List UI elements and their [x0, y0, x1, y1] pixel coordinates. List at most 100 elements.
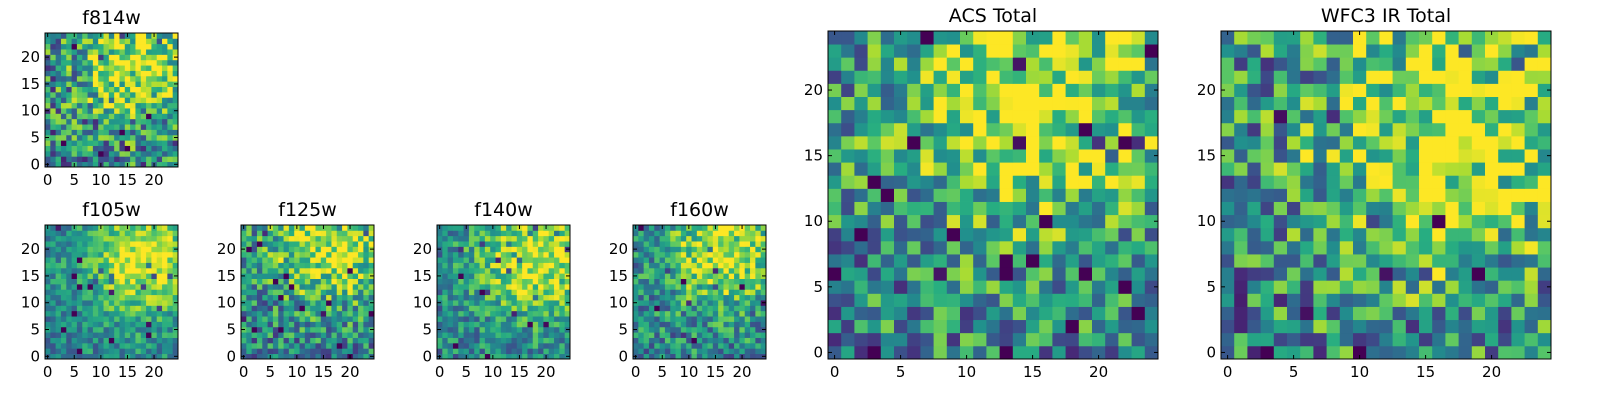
heatmap-cell: [1300, 345, 1314, 360]
heatmap-cell: [1379, 135, 1393, 150]
heatmap-cell: [92, 353, 99, 360]
heatmap-cell: [151, 289, 158, 296]
heatmap-cell: [66, 230, 72, 237]
heatmap-cell: [50, 332, 57, 338]
heatmap-cell: [246, 342, 253, 349]
heatmap-cell: [55, 283, 62, 290]
heatmap-cell: [712, 283, 719, 290]
heatmap-cell: [1131, 214, 1146, 229]
heatmap-cell: [452, 332, 459, 338]
heatmap-cell: [664, 235, 671, 242]
heatmap-cell: [1511, 240, 1525, 255]
heatmap-cell: [331, 289, 338, 296]
heatmap-cell: [760, 267, 767, 274]
x-tick-label: 5: [1289, 363, 1299, 381]
heatmap-cell: [828, 57, 842, 71]
heatmap-cell: [638, 235, 645, 242]
heatmap-cell: [103, 33, 110, 39]
heatmap-cell: [437, 278, 443, 285]
heatmap-cell: [114, 241, 120, 247]
heatmap-cell: [490, 241, 496, 247]
heatmap-cell: [1471, 162, 1486, 176]
heatmap-cell: [548, 257, 555, 263]
heatmap-cell: [490, 262, 496, 269]
heatmap-cell: [45, 75, 51, 82]
heatmap-cell: [1366, 44, 1380, 58]
heatmap-cell: [920, 31, 934, 45]
heatmap-cell: [130, 97, 136, 104]
heatmap-cell: [267, 316, 274, 322]
heatmap-cell: [304, 262, 311, 269]
heatmap-cell: [130, 43, 136, 50]
heatmap-cell: [167, 267, 174, 274]
heatmap-cell: [442, 342, 449, 349]
heatmap-cell: [1078, 201, 1093, 216]
heatmap-cell: [1379, 44, 1393, 58]
heatmap-cell: [66, 145, 72, 152]
heatmap-cell: [986, 319, 1000, 334]
heatmap-cell: [973, 44, 987, 58]
heatmap-cell: [447, 305, 454, 312]
heatmap-cell: [960, 267, 974, 281]
heatmap-cell: [654, 262, 660, 269]
heatmap-cell: [755, 283, 762, 290]
heatmap-cell: [960, 188, 974, 202]
heatmap-cell: [299, 294, 306, 301]
heatmap-cell: [933, 162, 948, 176]
heatmap-cell: [92, 235, 99, 242]
heatmap-cell: [643, 321, 650, 328]
heatmap-cell: [474, 283, 480, 290]
heatmap-cell: [702, 246, 708, 253]
heatmap-cell: [92, 91, 99, 98]
heatmap-cell: [66, 332, 72, 338]
heatmap-cell: [1105, 31, 1119, 45]
heatmap-cell: [1065, 109, 1080, 124]
heatmap-cell: [162, 294, 168, 301]
heatmap-cell: [66, 267, 72, 274]
heatmap-cell: [1353, 70, 1367, 84]
heatmap-cell: [696, 246, 703, 253]
heatmap-cell: [1144, 96, 1159, 111]
heatmap-cell: [55, 230, 62, 237]
heatmap-cell: [1392, 83, 1407, 97]
heatmap-cell: [723, 337, 730, 344]
heatmap-cell: [108, 156, 115, 163]
heatmap-cell: [1247, 240, 1261, 255]
heatmap-cell: [828, 162, 842, 176]
heatmap-cell: [718, 326, 724, 333]
heatmap-cell: [468, 294, 475, 301]
heatmap-cell: [71, 70, 78, 77]
heatmap-cell: [304, 348, 311, 355]
heatmap-cell: [479, 246, 486, 253]
heatmap-cell: [135, 33, 142, 39]
heatmap-cell: [50, 321, 57, 328]
heatmap-cell: [135, 49, 142, 55]
heatmap-cell: [511, 267, 518, 274]
heatmap-cell: [92, 38, 99, 45]
heatmap-cell: [1471, 109, 1486, 124]
heatmap-cell: [172, 230, 179, 237]
heatmap-cell: [739, 326, 746, 333]
heatmap-cell: [680, 251, 687, 258]
heatmap-cell: [1471, 293, 1486, 307]
heatmap-cell: [45, 262, 51, 269]
heatmap-cell: [331, 310, 338, 317]
heatmap-cell: [867, 188, 882, 202]
plot-frame: [44, 32, 179, 168]
heatmap-cell: [1247, 44, 1261, 58]
heatmap-cell: [490, 342, 496, 349]
heatmap-cell: [156, 38, 163, 45]
heatmap-cell: [98, 54, 104, 61]
heatmap-cell: [336, 235, 343, 242]
heatmap-cell: [1313, 57, 1327, 71]
heatmap-cell: [167, 241, 174, 247]
heatmap-cell: [458, 251, 464, 258]
heatmap-cell: [755, 246, 762, 253]
heatmap-cell: [50, 161, 57, 168]
heatmap-cell: [643, 235, 650, 242]
heatmap-cell: [251, 235, 258, 242]
heatmap-cell: [140, 225, 147, 231]
heatmap-cell: [119, 134, 126, 141]
heatmap-cell: [1234, 345, 1248, 360]
